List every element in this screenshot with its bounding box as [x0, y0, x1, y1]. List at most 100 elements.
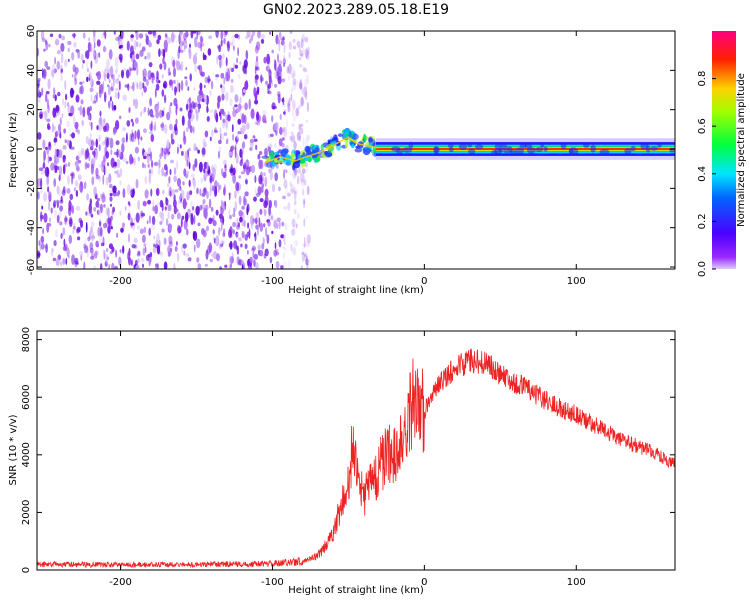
noise-dot [251, 31, 256, 37]
noise-dot [234, 64, 238, 69]
noise-dot [303, 200, 305, 209]
carrier-bump [475, 144, 484, 150]
noise-dot [202, 229, 207, 238]
noise-dot [209, 174, 213, 184]
noise-dot [248, 228, 251, 240]
noise-dot [124, 206, 127, 211]
noise-dot [173, 263, 176, 269]
noise-dot [118, 256, 122, 266]
noise-dot [197, 104, 201, 113]
noise-dot [300, 178, 305, 187]
noise-dot [98, 52, 101, 58]
noise-dot [257, 226, 259, 236]
noise-dot [180, 80, 184, 91]
noise-dot [293, 200, 297, 206]
noise-dot [291, 109, 294, 117]
noise-dot [93, 207, 97, 212]
noise-dot [235, 181, 240, 192]
noise-dot [56, 185, 60, 195]
noise-dot [66, 188, 71, 194]
noise-dot [117, 74, 121, 79]
noise-dot [245, 179, 248, 185]
noise-dot [77, 49, 81, 59]
noise-dot [201, 147, 206, 156]
noise-dot [254, 233, 256, 237]
noise-dot [225, 71, 229, 82]
noise-dot [215, 209, 219, 216]
noise-dot [119, 56, 123, 64]
noise-dot [163, 147, 168, 155]
noise-dot [68, 234, 73, 244]
noise-dot [89, 145, 94, 151]
noise-dot [118, 36, 121, 47]
noise-dot [253, 253, 258, 260]
noise-dot [168, 176, 171, 184]
colorbar-tick-label: 0.4 [697, 166, 708, 182]
noise-dot [144, 246, 147, 253]
noise-dot [289, 31, 293, 34]
noise-dot [298, 123, 301, 134]
noise-dot [97, 123, 102, 132]
noise-dot [193, 231, 198, 241]
noise-dot [68, 162, 71, 167]
noise-dot [255, 224, 259, 230]
noise-dot [243, 114, 247, 125]
noise-dot [62, 186, 66, 194]
noise-dot [62, 258, 66, 265]
noise-dot [176, 212, 181, 220]
noise-dot [218, 139, 222, 145]
noise-dot [104, 165, 108, 175]
noise-dot [230, 84, 234, 93]
noise-dot [234, 144, 237, 151]
noise-dot [202, 199, 206, 205]
noise-scatter [37, 31, 311, 269]
signal-blob [261, 155, 269, 159]
noise-dot [40, 177, 43, 189]
noise-dot [293, 190, 297, 201]
noise-dot [201, 93, 205, 99]
noise-dot [150, 72, 155, 78]
noise-dot [100, 193, 104, 199]
noise-dot [91, 176, 95, 186]
noise-dot [116, 158, 121, 169]
noise-dot [50, 207, 53, 214]
noise-dot [211, 164, 214, 172]
noise-dot [53, 68, 57, 74]
noise-dot [303, 179, 307, 186]
noise-dot [190, 200, 193, 210]
noise-dot [82, 106, 86, 118]
noise-dot [292, 99, 296, 111]
noise-dot [173, 205, 178, 215]
noise-dot [176, 177, 182, 187]
noise-dot [304, 86, 307, 90]
noise-dot [292, 70, 296, 78]
colorbar: 0.0 0.2 0.4 0.6 0.8 Normalized spectral ampl… [697, 31, 747, 277]
colorbar-gradient [712, 31, 736, 269]
noise-dot [275, 251, 280, 256]
noise-dot [42, 227, 44, 235]
noise-dot [58, 149, 63, 159]
noise-dot [300, 96, 304, 107]
noise-dot [147, 107, 150, 117]
noise-dot [224, 183, 226, 195]
noise-dot [133, 217, 136, 222]
noise-dot [285, 170, 288, 174]
noise-dot [175, 59, 178, 67]
noise-dot [160, 123, 165, 128]
noise-dot [178, 195, 181, 201]
noise-dot [187, 86, 190, 91]
noise-dot [239, 112, 243, 117]
noise-dot [57, 123, 62, 133]
noise-dot [257, 186, 262, 196]
noise-dot [243, 59, 248, 69]
noise-dot [96, 80, 101, 86]
noise-dot [135, 31, 139, 41]
noise-dot [79, 81, 83, 85]
noise-dot [97, 226, 101, 237]
noise-dot [130, 187, 133, 196]
noise-dot [263, 200, 268, 209]
noise-dot [267, 146, 271, 152]
noise-dot [115, 192, 120, 197]
noise-dot [203, 186, 207, 193]
noise-dot [165, 34, 169, 40]
